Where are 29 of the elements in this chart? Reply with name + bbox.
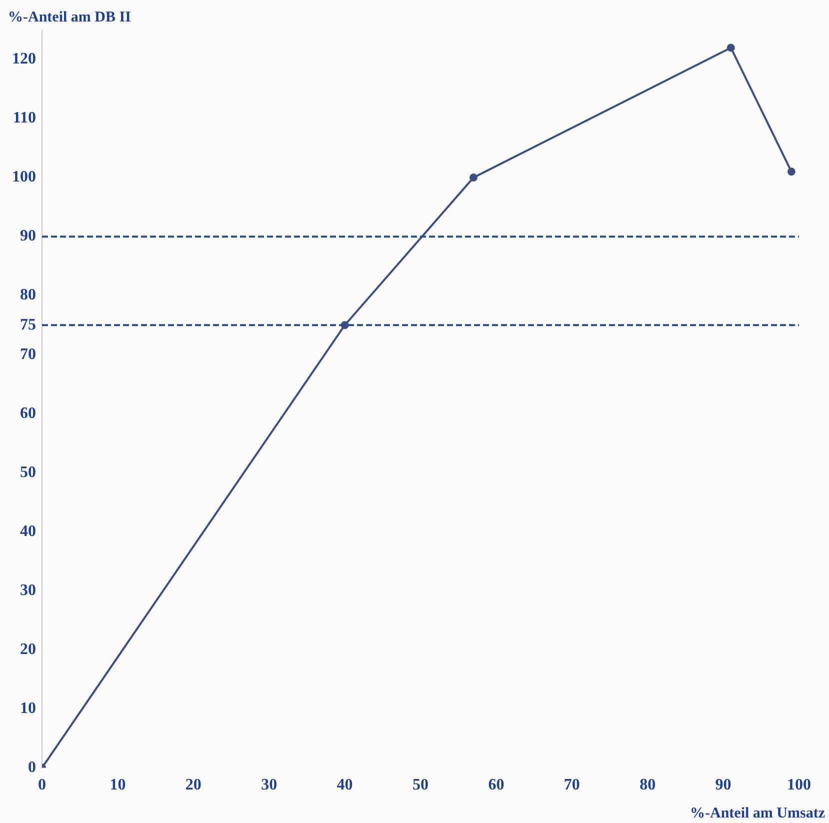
x-tick-label: 100 (787, 776, 811, 794)
x-tick-label: 30 (261, 776, 278, 794)
y-tick-label: 120 (12, 50, 36, 68)
y-tick-label: 110 (12, 110, 36, 127)
x-tick-label: 70 (564, 776, 580, 794)
point (787, 168, 796, 176)
y-tick-label: 10 (20, 700, 36, 717)
y-tick-label: 40 (20, 522, 36, 540)
y-axis-title: %-Anteil am DB II (8, 9, 132, 26)
x-tick-label: 40 (336, 776, 353, 794)
x-tick-label: 90 (715, 776, 732, 794)
y-tick-label: 100 (12, 168, 36, 186)
x-tick-label: 10 (110, 776, 126, 794)
y-tick-label: 30 (20, 582, 36, 599)
y-tick-label: 70 (20, 346, 36, 363)
y-tick-label: 50 (20, 464, 36, 481)
y-tick-label: 60 (20, 404, 36, 422)
y-tick-label: 90 (20, 228, 36, 245)
x-tick-label: 60 (488, 776, 504, 794)
x-tick-label: 50 (412, 776, 428, 794)
x-tick-label: 80 (640, 776, 656, 794)
x-axis-title: %-Anteil am Umsatz (690, 805, 826, 822)
y-tick-label: 80 (20, 286, 36, 304)
y-tick-label: 0 (28, 758, 36, 776)
point (469, 174, 478, 182)
x-tick-label: 20 (185, 776, 202, 794)
y-tick-label: 20 (20, 640, 36, 658)
y-tick-label: 75 (20, 316, 36, 334)
point (726, 44, 735, 52)
